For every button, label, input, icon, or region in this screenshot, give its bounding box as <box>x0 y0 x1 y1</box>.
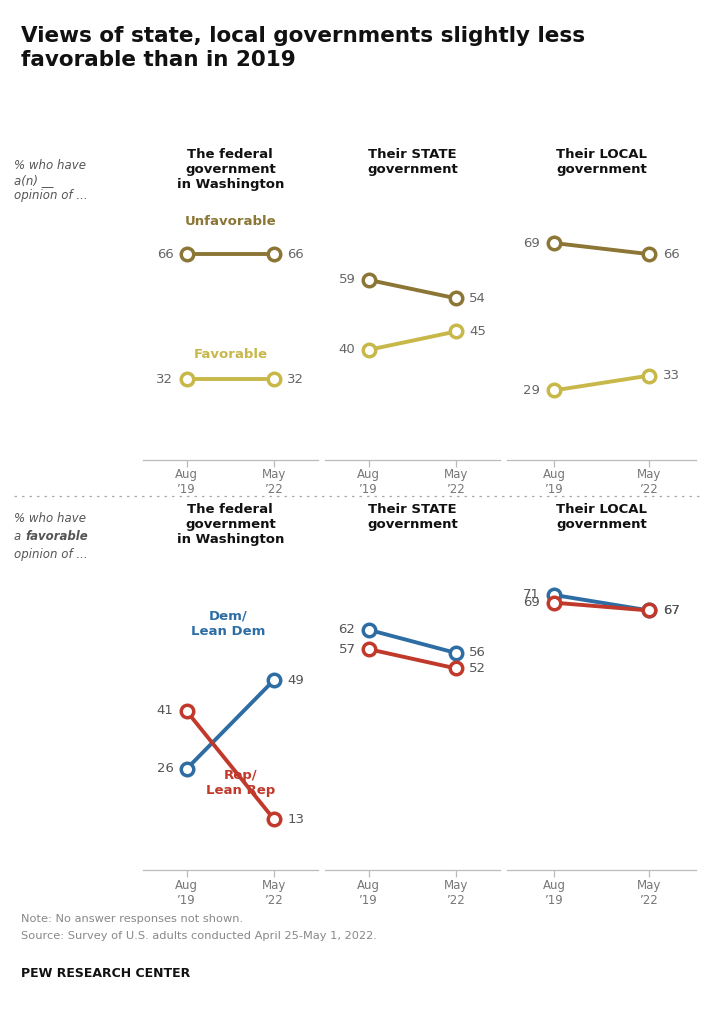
Text: May
’22: May ’22 <box>444 879 468 907</box>
Text: favorable: favorable <box>25 530 88 543</box>
Text: Views of state, local governments slightly less
favorable than in 2019: Views of state, local governments slight… <box>21 26 585 70</box>
Text: 54: 54 <box>469 292 486 305</box>
Text: Note: No answer responses not shown.: Note: No answer responses not shown. <box>21 914 243 924</box>
Text: 52: 52 <box>469 662 486 675</box>
Text: 32: 32 <box>287 372 304 386</box>
Text: 59: 59 <box>338 273 356 286</box>
Text: Aug
’19: Aug ’19 <box>357 879 380 907</box>
Text: 33: 33 <box>663 369 680 383</box>
Text: 13: 13 <box>287 812 304 826</box>
Text: opinion of ...: opinion of ... <box>14 548 88 562</box>
Text: a: a <box>14 530 25 543</box>
Text: 67: 67 <box>663 604 680 617</box>
Text: Rep/
Lean Rep: Rep/ Lean Rep <box>206 769 276 797</box>
Text: 40: 40 <box>338 344 356 356</box>
Text: The federal
government
in Washington: The federal government in Washington <box>176 503 284 546</box>
Text: Favorable: Favorable <box>193 348 267 361</box>
Text: % who have
a(n) __
opinion of ...: % who have a(n) __ opinion of ... <box>14 159 88 202</box>
Text: 66: 66 <box>287 248 304 261</box>
Text: May
’22: May ’22 <box>637 468 661 496</box>
Text: 66: 66 <box>156 248 174 261</box>
Text: Aug
’19: Aug ’19 <box>543 468 565 496</box>
Text: Their STATE
government: Their STATE government <box>367 503 458 531</box>
Text: 49: 49 <box>287 673 304 686</box>
Text: 57: 57 <box>338 642 356 656</box>
Text: Aug
’19: Aug ’19 <box>175 468 198 496</box>
Text: PEW RESEARCH CENTER: PEW RESEARCH CENTER <box>21 967 191 980</box>
Text: 56: 56 <box>469 647 486 660</box>
Text: May
’22: May ’22 <box>262 468 286 496</box>
Text: Unfavorable: Unfavorable <box>184 215 276 228</box>
Text: % who have: % who have <box>14 512 86 525</box>
Text: 29: 29 <box>523 384 540 397</box>
Text: 32: 32 <box>156 372 174 386</box>
Text: May
’22: May ’22 <box>262 879 286 907</box>
Text: Their LOCAL
government: Their LOCAL government <box>556 503 647 531</box>
Text: Their LOCAL
government: Their LOCAL government <box>556 148 647 176</box>
Text: 26: 26 <box>156 762 174 775</box>
Text: 66: 66 <box>663 248 680 261</box>
Text: 67: 67 <box>663 604 680 617</box>
Text: Aug
’19: Aug ’19 <box>543 879 565 907</box>
Text: May
’22: May ’22 <box>444 468 468 496</box>
Text: 69: 69 <box>523 236 540 250</box>
Text: The federal
government
in Washington: The federal government in Washington <box>176 148 284 191</box>
Text: Aug
’19: Aug ’19 <box>357 468 380 496</box>
Text: 62: 62 <box>338 623 356 636</box>
Text: 41: 41 <box>156 705 174 717</box>
Text: 69: 69 <box>523 596 540 610</box>
Text: Dem/
Lean Dem: Dem/ Lean Dem <box>191 610 266 637</box>
Text: 45: 45 <box>469 325 486 338</box>
Text: Source: Survey of U.S. adults conducted April 25-May 1, 2022.: Source: Survey of U.S. adults conducted … <box>21 931 377 941</box>
Text: Their STATE
government: Their STATE government <box>367 148 458 176</box>
Text: Aug
’19: Aug ’19 <box>175 879 198 907</box>
Text: 71: 71 <box>523 588 540 602</box>
Text: May
’22: May ’22 <box>637 879 661 907</box>
